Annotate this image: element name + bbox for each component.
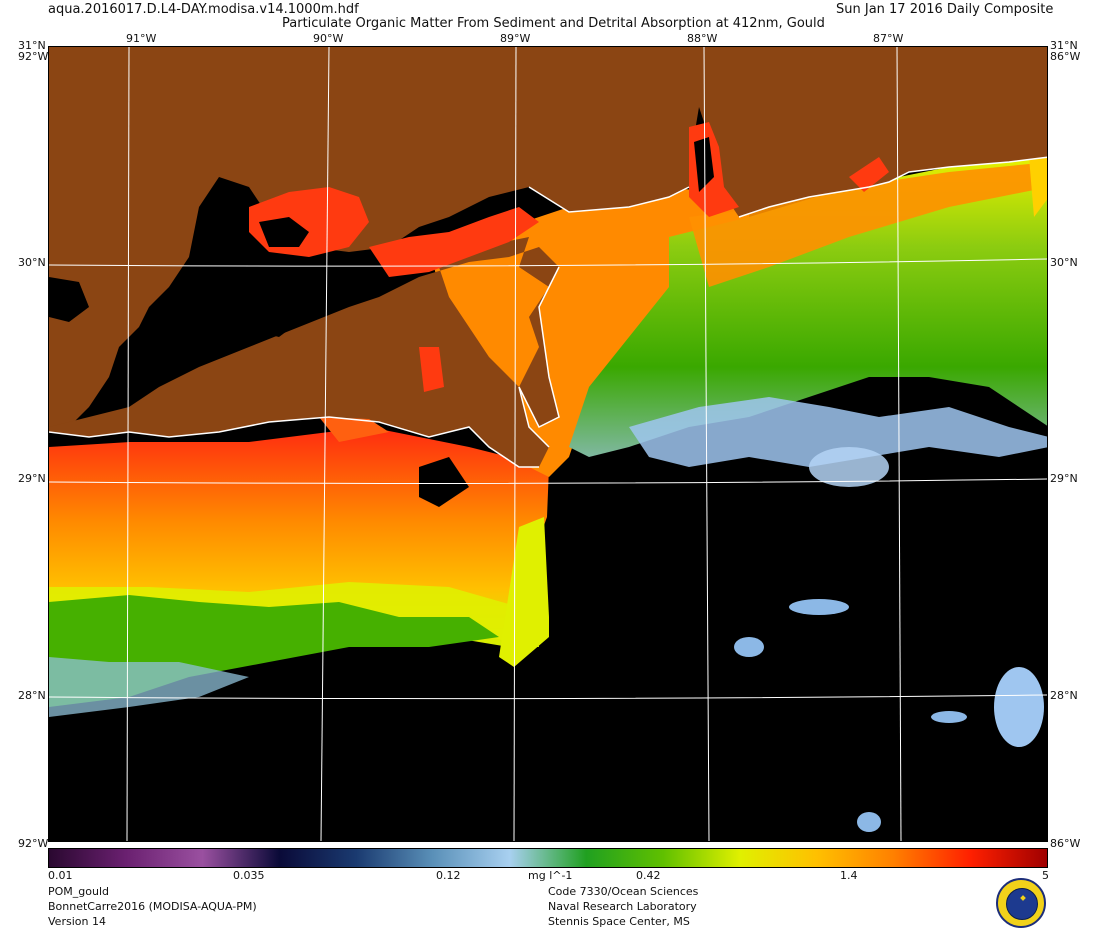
- meridian-line-3: [703, 47, 710, 841]
- land-upper: [49, 47, 1047, 432]
- satellite-map: [48, 46, 1048, 842]
- lat-label-28n-right: 28°N: [1050, 689, 1078, 702]
- delta-no-data: [419, 457, 469, 507]
- parallel-line-1: [49, 478, 1047, 484]
- land-delta: [49, 237, 559, 467]
- map-canvas: [49, 47, 1047, 841]
- graticule: [49, 47, 1047, 841]
- file-name: aqua.2016017.D.L4-DAY.modisa.v14.1000m.h…: [48, 2, 359, 17]
- meridian-line-1: [320, 47, 330, 841]
- inland-lake-3: [224, 192, 249, 217]
- lat-label-28n-left: 28°N: [18, 689, 46, 702]
- product-title: Particulate Organic Matter From Sediment…: [282, 16, 825, 31]
- blue-patch-3: [994, 667, 1044, 747]
- corner-label-bottom-left: 92°W: [18, 837, 49, 850]
- chandeleur-sound: [369, 207, 539, 277]
- parallel-line-0: [49, 258, 1047, 267]
- mobile-bay-no-data: [694, 137, 714, 192]
- coastline: [49, 156, 1047, 468]
- blue-patch-4: [857, 812, 881, 832]
- lon-label-87w-top: 87°W: [873, 32, 904, 45]
- blue-band-offshore: [629, 397, 1047, 467]
- inland-lake-2: [49, 277, 89, 322]
- lon-label-89w-top: 89°W: [500, 32, 531, 45]
- eastern-shelf: [569, 157, 1047, 457]
- eastern-edge: [1029, 157, 1047, 217]
- corner-label-top-right-lon: 86°W: [1050, 50, 1081, 63]
- corner-label-top-left-lon: 92°W: [18, 50, 49, 63]
- corner-label-top-right-lat: 31°N: [1050, 39, 1078, 52]
- lat-label-29n-right: 29°N: [1050, 472, 1078, 485]
- colorbar-tick-1: 0.035: [233, 869, 265, 882]
- blue-patch-6: [809, 447, 889, 487]
- pensacola-bay: [849, 157, 889, 192]
- composite-date: Sun Jan 17 2016 Daily Composite: [836, 2, 1054, 17]
- lat-label-30n-left: 30°N: [18, 256, 46, 269]
- blue-patch-5: [931, 711, 967, 723]
- lon-label-88w-top: 88°W: [687, 32, 718, 45]
- colorbar-tick-2: 0.12: [436, 869, 461, 882]
- lake-no-data: [259, 217, 309, 247]
- nrl-seal-icon: [996, 878, 1046, 928]
- meridian-line-0: [126, 47, 130, 841]
- org-name: Naval Research Laboratory: [548, 900, 697, 913]
- barataria-bay: [319, 417, 389, 442]
- parallel-line-2: [49, 694, 1047, 700]
- lat-label-30n-right: 30°N: [1050, 256, 1078, 269]
- blue-patch-2: [789, 599, 849, 615]
- lon-label-91w-top: 91°W: [126, 32, 157, 45]
- eastern-nearshore: [689, 162, 1047, 287]
- yellow-strip: [499, 517, 549, 667]
- blue-patch-1: [734, 637, 764, 657]
- blue-edge-west: [49, 657, 249, 717]
- colorbar-tick-3: 0.42: [636, 869, 661, 882]
- org-location: Stennis Space Center, MS: [548, 915, 690, 928]
- colorbar-units: mg l^-1: [528, 869, 573, 882]
- breton-sound: [419, 347, 444, 392]
- meridian-line-2: [513, 47, 517, 841]
- colorbar: [48, 848, 1048, 868]
- corner-label-bottom-right: 86°W: [1050, 837, 1081, 850]
- inland-lake-1: [259, 305, 299, 337]
- product-code: POM_gould: [48, 885, 110, 898]
- colorbar-tick-4: 1.4: [840, 869, 858, 882]
- dataset-name: BonnetCarre2016 (MODISA-AQUA-PM): [48, 900, 257, 913]
- colorbar-tick-5: 5: [1042, 869, 1049, 882]
- lon-label-90w-top: 90°W: [313, 32, 344, 45]
- colorbar-tick-0: 0.01: [48, 869, 73, 882]
- meridian-line-4: [896, 47, 902, 841]
- lat-label-29n-left: 29°N: [18, 472, 46, 485]
- version-label: Version 14: [48, 915, 106, 928]
- org-code: Code 7330/Ocean Sciences: [548, 885, 699, 898]
- corner-label-top-left-lat: 31°N: [18, 39, 46, 52]
